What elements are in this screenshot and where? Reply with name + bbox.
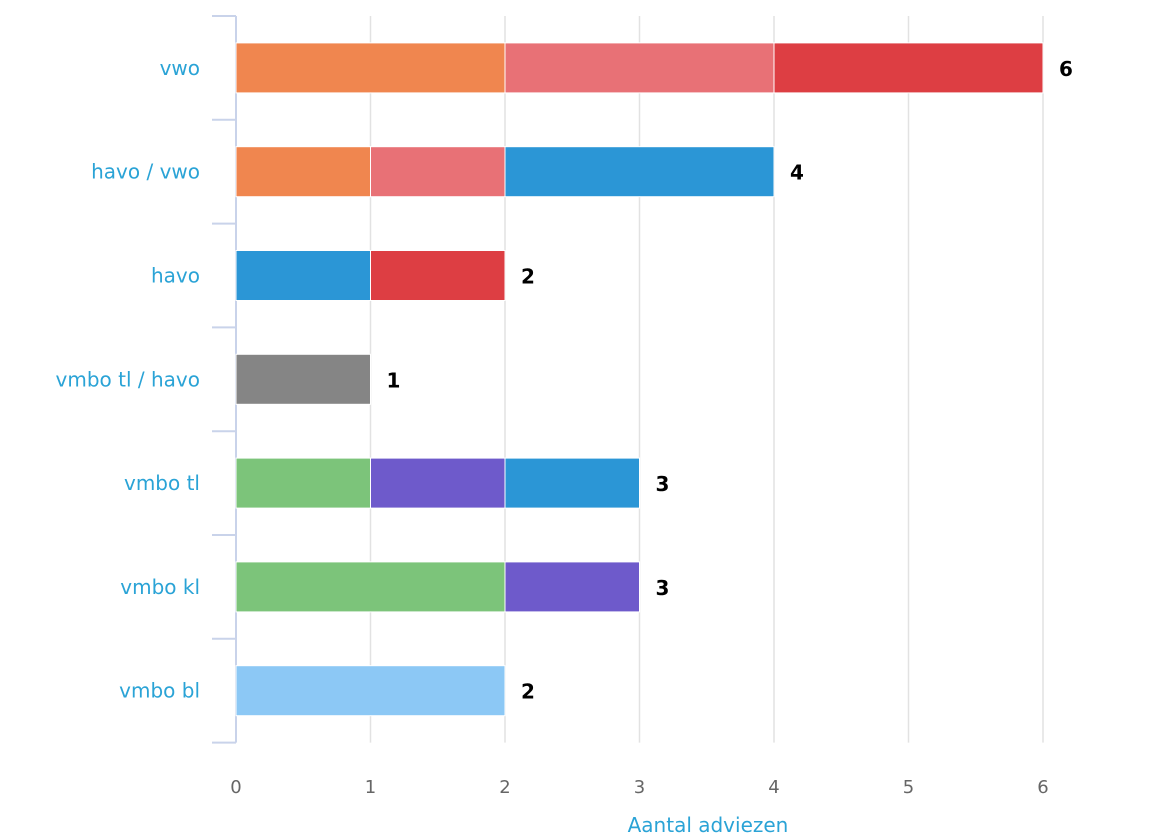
bar-segment-4-2 [504, 457, 640, 509]
value-label: 6 [1059, 57, 1073, 81]
grid-lines [369, 16, 1044, 743]
category-label: havo / vwo [91, 160, 200, 184]
value-label: 2 [521, 265, 535, 289]
bar-segment-1-1 [370, 146, 506, 198]
bar-segment-1-0 [235, 146, 371, 198]
x-tick-label: 6 [1037, 777, 1048, 798]
x-tick-labels: 01234567 [230, 777, 1048, 798]
category-labels: vwo havo / vwo havo vmbo tl / havo vmbo tl vm… [56, 56, 200, 703]
bar-segment-5-1 [504, 561, 640, 613]
x-tick-label: 0 [230, 777, 241, 798]
bar-segment-0-1 [504, 42, 775, 94]
category-label: havo [151, 264, 200, 288]
bar-segment-0-2 [773, 42, 1044, 94]
bar-segment-5-0 [235, 561, 506, 613]
x-tick-label: 2 [499, 777, 510, 798]
category-label: vmbo bl [119, 679, 200, 703]
bar-segment-1-2 [504, 146, 775, 198]
x-tick-label: 3 [634, 777, 645, 798]
value-label: 4 [790, 161, 804, 185]
value-label: 3 [656, 472, 670, 496]
category-label: vwo [160, 56, 200, 80]
bar-segment-4-1 [370, 457, 506, 509]
bar-segment-0-0 [235, 42, 506, 94]
bar-segment-2-0 [235, 250, 371, 301]
bar-segment-4-0 [235, 457, 371, 509]
category-label: vmbo tl / havo [56, 367, 200, 391]
value-label: 1 [387, 368, 401, 392]
y-axis [212, 15, 237, 744]
bar-segment-3-0 [235, 353, 371, 405]
value-label: 2 [521, 680, 535, 704]
bar-segment-2-1 [370, 250, 506, 301]
x-tick-label: 4 [768, 777, 779, 798]
bars [235, 42, 1044, 717]
bar-segment-6-0 [235, 665, 506, 717]
category-label: vmbo tl [124, 471, 200, 495]
value-label: 3 [656, 576, 670, 600]
value-labels: 6 4 2 1 3 3 2 [387, 57, 1073, 704]
x-axis-title: Aantal adviezen [628, 813, 789, 837]
x-tick-label: 1 [365, 777, 376, 798]
category-label: vmbo kl [120, 575, 200, 599]
x-tick-label: 5 [903, 777, 914, 798]
